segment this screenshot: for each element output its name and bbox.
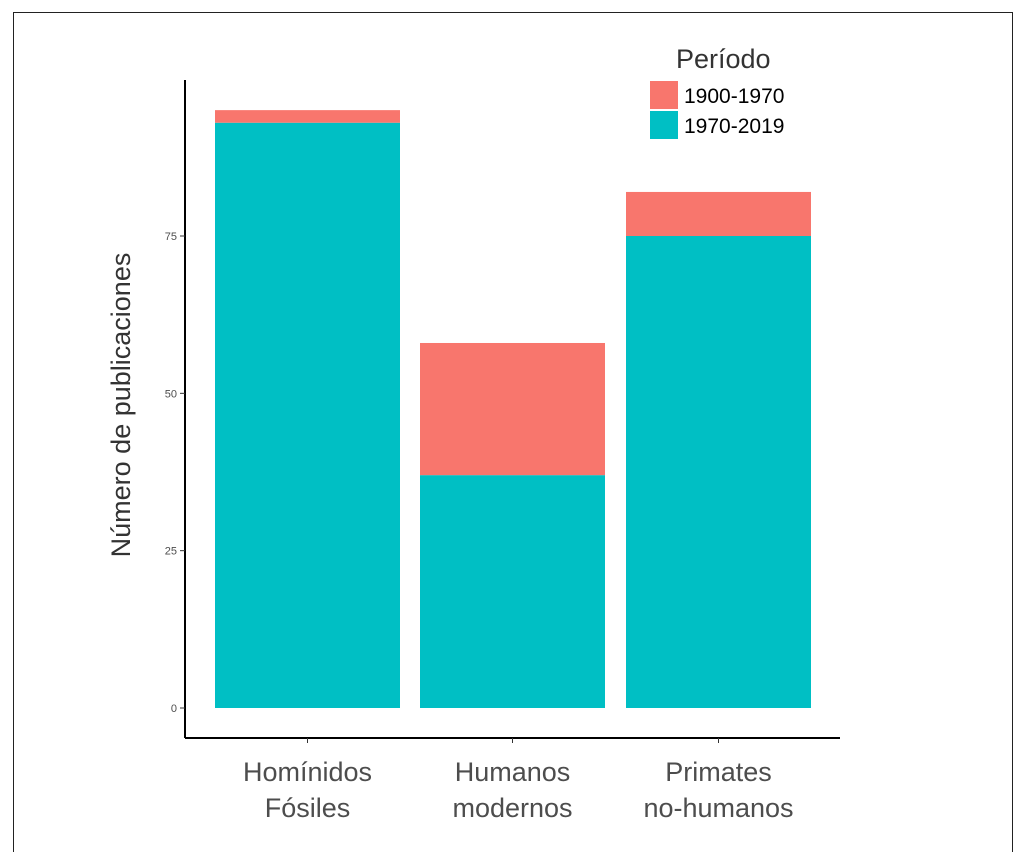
x-tick-label: Primates no-humanos	[643, 757, 793, 823]
y-axis-title: Número de publicaciones	[106, 253, 136, 558]
x-tick-label: Homínidos Fósiles	[243, 757, 372, 823]
legend-swatch	[650, 111, 678, 139]
bar-early-0	[215, 110, 400, 123]
bar-early-2	[626, 191, 811, 236]
y-tick-label: 25	[165, 546, 177, 558]
figure-frame	[13, 12, 1013, 852]
legend-title: Período	[676, 44, 771, 74]
y-tick-label: 0	[171, 703, 177, 715]
x-labels-group: Homínidos Fósiles Humanos modernos Primates n…	[243, 738, 794, 823]
bar-recent-0	[215, 122, 400, 709]
legend: Período 1900-1970 1970-2019	[650, 44, 784, 139]
y-tick-label: 50	[165, 388, 177, 400]
y-tick-label: 75	[165, 231, 177, 243]
bars-group	[215, 110, 811, 709]
bar-recent-1	[420, 475, 605, 708]
legend-label: 1900-1970	[684, 85, 784, 108]
legend-swatch	[650, 81, 678, 109]
bar-recent-2	[626, 236, 811, 708]
y-ticks-group: 0 25 50 75	[165, 231, 185, 715]
bar-early-1	[420, 342, 605, 476]
x-tick-label: Humanos modernos	[452, 757, 572, 823]
legend-label: 1970-2019	[684, 115, 784, 138]
